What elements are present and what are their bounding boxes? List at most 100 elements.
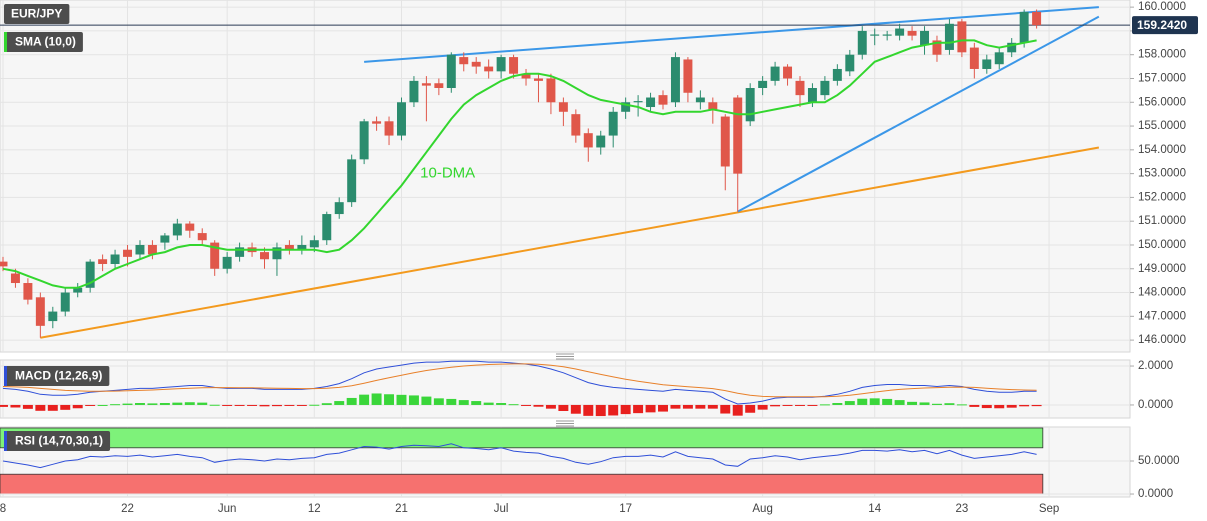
candle-body bbox=[807, 88, 817, 103]
histogram-bar bbox=[496, 403, 507, 405]
candle-body bbox=[372, 121, 382, 124]
price-tag-text: 159.2420 bbox=[1137, 18, 1187, 32]
label-box bbox=[4, 431, 111, 451]
indicator-label: EUR/JPY bbox=[4, 4, 70, 24]
histogram-bar bbox=[645, 404, 656, 413]
histogram-bar bbox=[72, 404, 83, 409]
histogram-bar bbox=[894, 400, 905, 405]
candle-body bbox=[583, 133, 593, 148]
label-accent bbox=[4, 32, 7, 52]
candle-body bbox=[621, 102, 631, 112]
macd-line bbox=[2, 363, 1037, 398]
histogram-bar bbox=[658, 404, 668, 412]
candle-body bbox=[745, 88, 755, 122]
candle-body bbox=[284, 244, 294, 250]
histogram-bar bbox=[782, 404, 793, 406]
candle-body bbox=[832, 68, 842, 81]
histogram-bar bbox=[396, 394, 407, 405]
x-tick-label: Jun bbox=[218, 503, 237, 515]
histogram-bar bbox=[919, 402, 930, 405]
histogram-bar bbox=[695, 404, 706, 409]
histogram-bar bbox=[931, 403, 942, 405]
histogram-bar bbox=[134, 403, 145, 405]
candle-body bbox=[658, 95, 668, 105]
label-text: EUR/JPY bbox=[11, 7, 62, 21]
y-tick-label: 148.0000 bbox=[1138, 287, 1186, 299]
y-tick-label: 151.0000 bbox=[1138, 215, 1186, 227]
histogram-bar bbox=[770, 404, 781, 407]
histogram-bar bbox=[60, 404, 71, 410]
rsi-band bbox=[0, 427, 1044, 449]
price-tag: 159.2420 bbox=[1132, 16, 1198, 35]
price-tag-box bbox=[1132, 16, 1198, 35]
annotation: 10-DMA bbox=[420, 165, 475, 182]
candle-body bbox=[969, 47, 979, 69]
y-tick-label: 2.0000 bbox=[1138, 360, 1173, 372]
histogram-bar bbox=[371, 393, 382, 405]
candle-body bbox=[608, 111, 618, 136]
histogram-bar bbox=[172, 402, 183, 405]
histogram-bar bbox=[795, 404, 805, 406]
histogram-bar bbox=[732, 404, 743, 416]
candle-body bbox=[397, 102, 406, 136]
candle-body bbox=[882, 34, 892, 36]
candle-body bbox=[496, 57, 506, 72]
candle-body bbox=[994, 52, 1004, 65]
candle-body bbox=[10, 273, 20, 284]
y-tick-label: 158.0000 bbox=[1138, 49, 1186, 61]
x-tick-label: Sep bbox=[1039, 503, 1059, 515]
histogram-bar bbox=[558, 404, 569, 411]
trendline bbox=[40, 146, 1100, 339]
candle-body bbox=[546, 78, 556, 103]
rsi-band bbox=[0, 473, 1044, 495]
candle-body bbox=[123, 249, 133, 257]
y-tick-label: 149.0000 bbox=[1138, 263, 1186, 275]
candle-body bbox=[185, 223, 195, 231]
candle-body bbox=[85, 261, 95, 288]
histogram-bar bbox=[222, 404, 233, 406]
candle-body bbox=[845, 54, 855, 72]
candle-body bbox=[944, 23, 954, 50]
candle-body bbox=[135, 244, 145, 255]
histogram-bar bbox=[570, 404, 581, 414]
histogram-bar bbox=[296, 404, 307, 406]
candle-body bbox=[73, 287, 83, 293]
histogram-bar bbox=[209, 404, 220, 406]
label-text: MACD (12,26,9) bbox=[15, 369, 102, 383]
candle-body bbox=[322, 214, 332, 241]
histogram-bar bbox=[1006, 404, 1017, 408]
label-box bbox=[4, 32, 83, 52]
x-tick-label: 21 bbox=[395, 503, 408, 515]
histogram-bar bbox=[35, 404, 46, 411]
main-panel bbox=[0, 0, 1131, 353]
candle-body bbox=[857, 30, 867, 55]
histogram-bar bbox=[85, 404, 96, 406]
candle-body bbox=[35, 297, 45, 326]
y-tick-label: 0.0000 bbox=[1138, 399, 1173, 411]
candle-body bbox=[770, 66, 780, 81]
candle-body bbox=[409, 80, 419, 103]
candle-body bbox=[23, 283, 33, 300]
candle-body bbox=[147, 244, 157, 255]
resize-handle[interactable] bbox=[556, 353, 574, 427]
trendline bbox=[364, 6, 1099, 63]
histogram-bar bbox=[346, 397, 357, 405]
candle-body bbox=[98, 259, 108, 264]
candle-body bbox=[222, 256, 232, 269]
candle-body bbox=[446, 54, 456, 88]
histogram-bar bbox=[247, 404, 258, 406]
candle-body bbox=[795, 80, 805, 96]
label-box bbox=[4, 366, 110, 386]
candle-body bbox=[0, 261, 8, 267]
candle-body bbox=[783, 66, 793, 79]
x-tick-label: Aug bbox=[752, 503, 772, 515]
candle-body bbox=[509, 57, 519, 74]
candle-body bbox=[197, 233, 207, 241]
candle-body bbox=[334, 202, 344, 215]
histogram-bar bbox=[819, 404, 830, 406]
candle-body bbox=[421, 83, 431, 86]
candle-body bbox=[484, 66, 494, 72]
label-accent bbox=[4, 366, 7, 386]
